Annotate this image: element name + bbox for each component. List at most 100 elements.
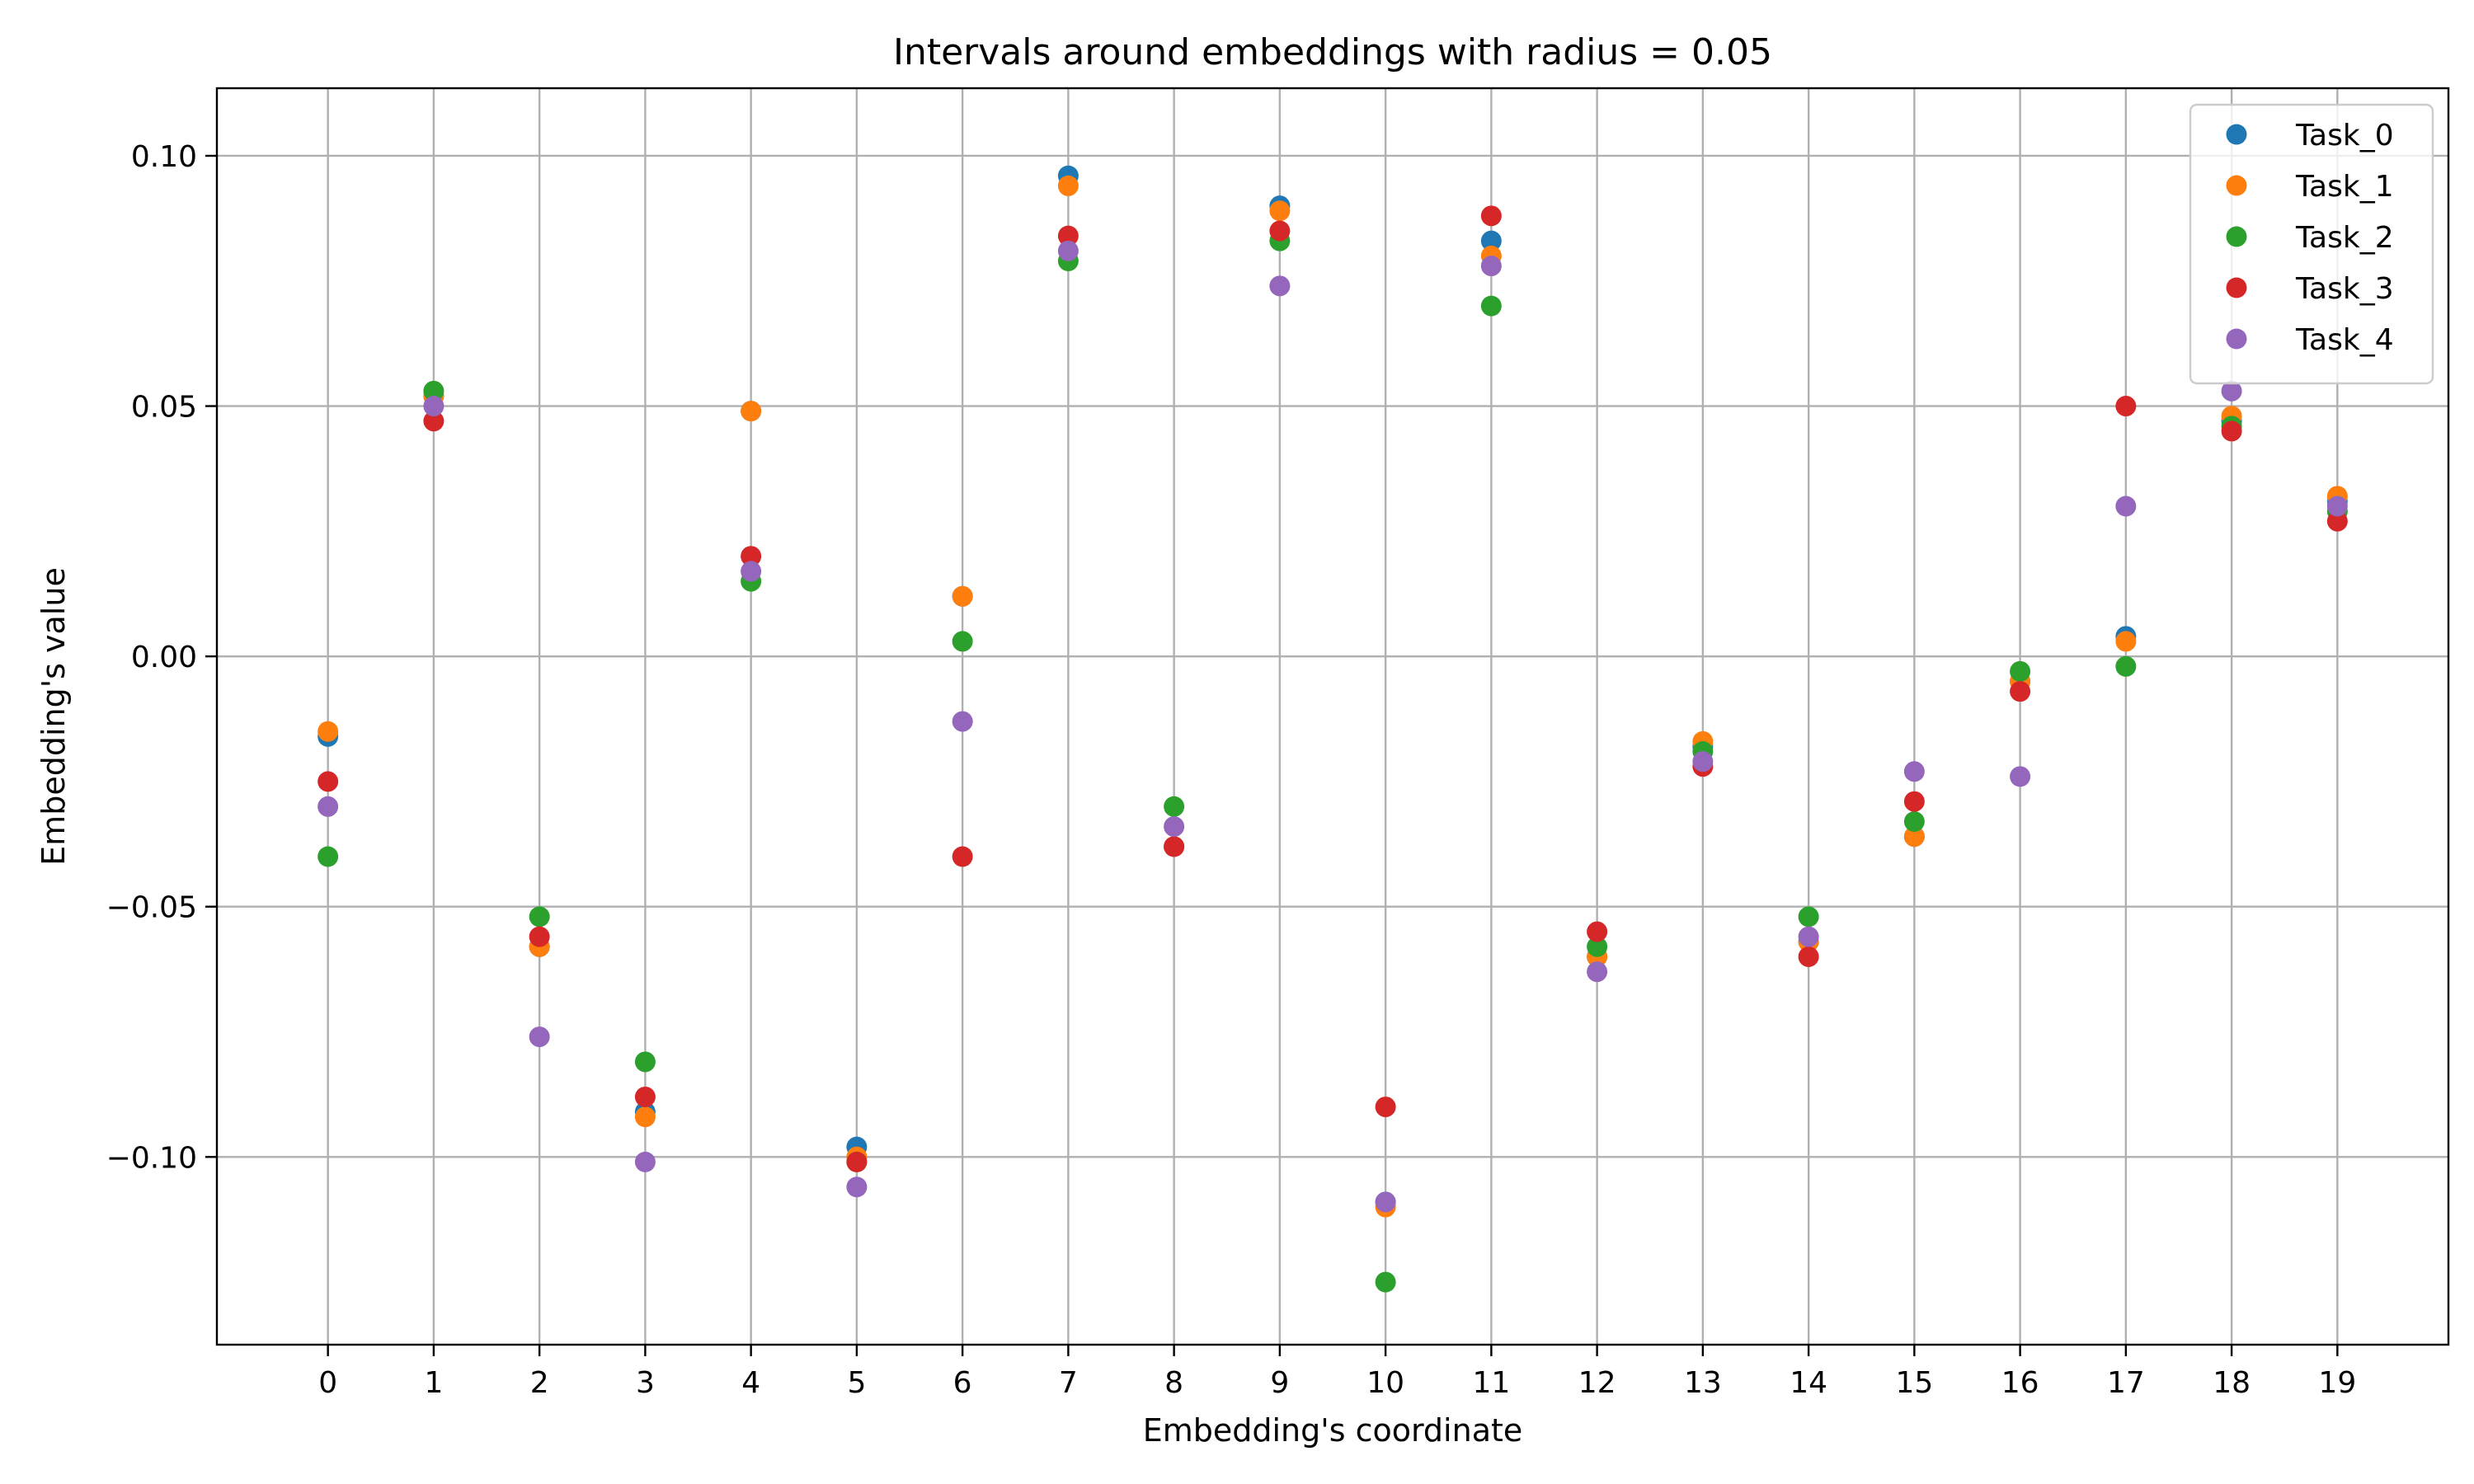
data-point (952, 585, 973, 607)
data-point (317, 846, 339, 867)
data-point (2115, 631, 2137, 652)
legend-marker (2226, 328, 2247, 350)
legend-marker (2226, 277, 2247, 298)
data-point (952, 711, 973, 732)
data-point (1164, 816, 1185, 838)
y-tick-label: −0.05 (106, 891, 197, 925)
x-tick-label: 15 (1895, 1366, 1933, 1400)
x-tick-label: 4 (741, 1366, 760, 1400)
data-points (317, 165, 2348, 1293)
y-tick-label: 0.10 (131, 140, 197, 174)
data-point (1903, 761, 1925, 782)
data-point (634, 1151, 656, 1172)
data-point (846, 1176, 868, 1198)
data-point (2010, 660, 2031, 682)
x-tick-label: 13 (1684, 1366, 1722, 1400)
data-point (1903, 811, 1925, 833)
data-point (1480, 295, 1502, 317)
data-point (529, 926, 550, 947)
data-point (1375, 1097, 1396, 1118)
x-tick-label: 11 (1472, 1366, 1510, 1400)
data-point (2221, 380, 2242, 402)
y-tick-label: 0.05 (131, 391, 197, 425)
data-point (1903, 791, 1925, 812)
data-point (2326, 510, 2348, 532)
data-point (423, 380, 444, 402)
data-point (952, 631, 973, 652)
y-tick-label: 0.00 (131, 641, 197, 674)
data-point (846, 1151, 868, 1172)
x-tick-label: 1 (424, 1366, 443, 1400)
data-point (634, 1086, 656, 1107)
x-tick-label: 7 (1059, 1366, 1078, 1400)
data-point (2115, 495, 2137, 517)
legend-label: Task_2 (2295, 221, 2394, 255)
data-point (1057, 225, 1079, 247)
data-point (1798, 946, 1819, 967)
x-tick-label: 2 (530, 1366, 549, 1400)
data-point (529, 906, 550, 928)
data-point (1480, 230, 1502, 251)
legend-marker (2226, 226, 2247, 247)
data-point (1269, 200, 1291, 222)
data-point (1269, 275, 1291, 297)
data-point (1164, 796, 1185, 817)
x-tick-label: 0 (318, 1366, 337, 1400)
data-point (1164, 836, 1185, 857)
data-point (1798, 906, 1819, 928)
x-tick-label: 14 (1790, 1366, 1827, 1400)
legend-label: Task_0 (2295, 119, 2394, 153)
data-point (423, 396, 444, 417)
legend-label: Task_4 (2295, 323, 2394, 357)
data-point (1587, 936, 1608, 957)
data-point (741, 561, 762, 582)
data-point (529, 1026, 550, 1048)
data-point (423, 411, 444, 432)
data-point (1375, 1191, 1396, 1213)
data-point (1903, 826, 1925, 848)
data-point (2115, 655, 2137, 677)
x-tick-label: 16 (2001, 1366, 2039, 1400)
data-point (2010, 766, 2031, 787)
data-point (2115, 396, 2137, 417)
x-tick-label: 19 (2318, 1366, 2356, 1400)
data-point (1692, 751, 1714, 773)
x-tick-label: 18 (2213, 1366, 2251, 1400)
legend-marker (2226, 175, 2247, 196)
tick-layer: 0 1 2 3 4 5 6 7 8 9 10 11 12 13 14 15 16 17 18 190.100.050.… (106, 140, 2357, 1400)
data-point (1480, 256, 1502, 277)
data-point (1057, 175, 1079, 196)
data-point (1269, 220, 1291, 242)
data-point (2326, 495, 2348, 517)
x-tick-label: 8 (1164, 1366, 1183, 1400)
legend-box (2189, 103, 2434, 385)
data-point (1587, 921, 1608, 942)
y-axis-label: Embedding's value (35, 567, 72, 866)
data-point (1480, 205, 1502, 227)
plot-frame (215, 87, 2450, 1346)
x-tick-label: 6 (953, 1366, 972, 1400)
x-tick-label: 9 (1270, 1366, 1289, 1400)
data-point (1587, 961, 1608, 983)
data-point (1798, 926, 1819, 947)
series-task-4 (317, 240, 2348, 1213)
x-tick-label: 5 (847, 1366, 866, 1400)
data-point (317, 796, 339, 817)
data-point (2221, 420, 2242, 442)
data-point (2010, 681, 2031, 702)
x-tick-label: 10 (1366, 1366, 1404, 1400)
legend-marker (2226, 124, 2247, 145)
data-point (1057, 240, 1079, 261)
chart-title: Intervals around embeddings with radius … (893, 31, 1772, 73)
x-tick-label: 17 (2107, 1366, 2145, 1400)
legend: Task_0 Task_1 Task_2 Task_3 Task_4 (2189, 103, 2434, 385)
data-point (1375, 1271, 1396, 1293)
x-axis-label: Embedding's coordinate (1143, 1412, 1523, 1449)
data-point (741, 401, 762, 422)
data-point (317, 771, 339, 792)
x-tick-label: 3 (636, 1366, 655, 1400)
x-tick-label: 12 (1578, 1366, 1616, 1400)
data-point (952, 846, 973, 867)
